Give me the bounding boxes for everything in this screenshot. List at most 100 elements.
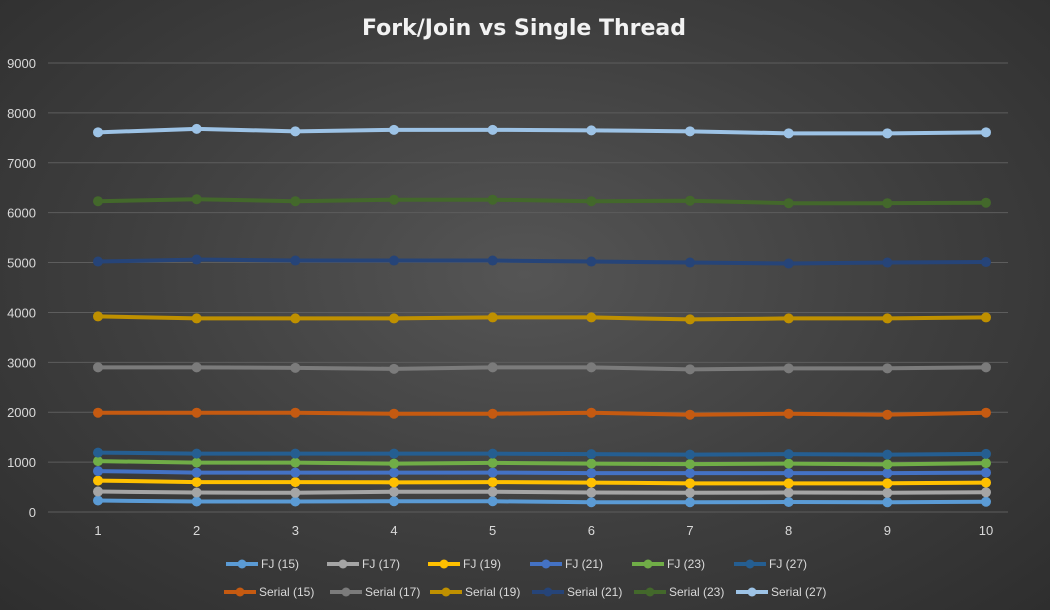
data-point (882, 459, 893, 470)
series-line (97, 469, 987, 476)
y-tick-label: 5000 (7, 256, 36, 271)
data-point (685, 459, 695, 470)
data-point (487, 457, 498, 468)
data-point (93, 475, 103, 486)
data-point (981, 197, 991, 208)
legend-entry: FJ (23) (632, 557, 705, 571)
legend-label: Serial (23) (669, 585, 724, 599)
y-tick-label: 8000 (7, 106, 36, 121)
data-point (586, 487, 597, 498)
series-serial-23 (93, 194, 991, 209)
x-tick-label: 7 (686, 523, 693, 538)
data-point (981, 362, 991, 373)
data-point (487, 467, 498, 478)
data-point (389, 448, 399, 459)
data-point (290, 496, 301, 507)
legend-marker (747, 587, 757, 597)
data-point (586, 458, 597, 469)
data-point (290, 467, 301, 478)
data-point (290, 407, 301, 418)
data-point (981, 257, 991, 268)
data-point (290, 196, 301, 207)
legend-marker (543, 587, 553, 597)
legend-marker (235, 587, 245, 597)
data-point (389, 496, 399, 507)
data-point (290, 487, 301, 498)
data-point (685, 468, 695, 479)
data-point (783, 363, 794, 374)
data-point (882, 409, 893, 420)
data-point (487, 496, 498, 507)
series-fj-23 (93, 456, 991, 470)
series-serial-17 (93, 362, 991, 375)
data-point (93, 311, 103, 322)
data-point (586, 312, 597, 323)
data-point (783, 468, 794, 479)
data-point (93, 495, 103, 506)
legend-label: Serial (17) (365, 585, 420, 599)
series-line (97, 314, 987, 322)
legend-label: Serial (21) (567, 585, 622, 599)
data-point (290, 255, 301, 266)
data-point (389, 467, 399, 478)
data-point (685, 364, 695, 375)
legend-entry: Serial (19) (430, 585, 520, 599)
legend-marker (643, 559, 653, 569)
data-point (487, 312, 498, 323)
data-point (586, 125, 597, 136)
data-point (685, 478, 695, 489)
data-point (586, 362, 597, 373)
legend: FJ (15) FJ (17) FJ (19) FJ (21) FJ (23) FJ (2… (224, 557, 826, 599)
data-point (93, 362, 103, 373)
data-point (882, 198, 893, 209)
data-point (191, 313, 202, 324)
data-point (191, 194, 202, 205)
data-point (487, 408, 498, 419)
data-point (487, 124, 498, 135)
data-point (389, 408, 399, 419)
data-point (191, 254, 202, 265)
x-tick-label: 9 (884, 523, 891, 538)
y-tick-label: 1000 (7, 455, 36, 470)
series-serial-27 (93, 123, 991, 139)
data-point (882, 478, 893, 489)
data-point (783, 487, 794, 498)
data-point (783, 198, 794, 209)
data-point (981, 467, 991, 478)
data-point (586, 407, 597, 418)
data-point (93, 486, 103, 497)
data-point (487, 255, 498, 266)
legend-entry: Serial (17) (330, 585, 420, 599)
legend-entry: FJ (27) (734, 557, 807, 571)
series-line (97, 197, 987, 206)
x-axis-ticks: 1 2 3 4 5 6 7 8 9 10 (94, 523, 993, 538)
legend-entry: Serial (21) (532, 585, 622, 599)
legend-label: FJ (21) (565, 557, 603, 571)
series-serial-21 (93, 254, 991, 269)
y-tick-label: 7000 (7, 156, 36, 171)
legend-entry: FJ (17) (327, 557, 400, 571)
data-point (882, 257, 893, 268)
data-point (685, 487, 695, 498)
data-point (981, 312, 991, 323)
legend-label: FJ (27) (769, 557, 807, 571)
data-point (882, 449, 893, 460)
y-tick-label: 9000 (7, 56, 36, 71)
legend-label: FJ (15) (261, 557, 299, 571)
series-line (97, 489, 987, 495)
y-tick-label: 3000 (7, 355, 36, 370)
series-line (97, 126, 987, 136)
series-line (97, 257, 987, 266)
data-point (783, 128, 794, 139)
series-line (97, 478, 987, 486)
legend-marker (439, 559, 449, 569)
data-point (882, 313, 893, 324)
data-point (290, 477, 301, 488)
data-point (783, 449, 794, 460)
data-point (882, 487, 893, 498)
data-point (191, 448, 202, 459)
y-tick-label: 2000 (7, 405, 36, 420)
series-serial-15 (93, 407, 991, 420)
data-point (586, 477, 597, 488)
